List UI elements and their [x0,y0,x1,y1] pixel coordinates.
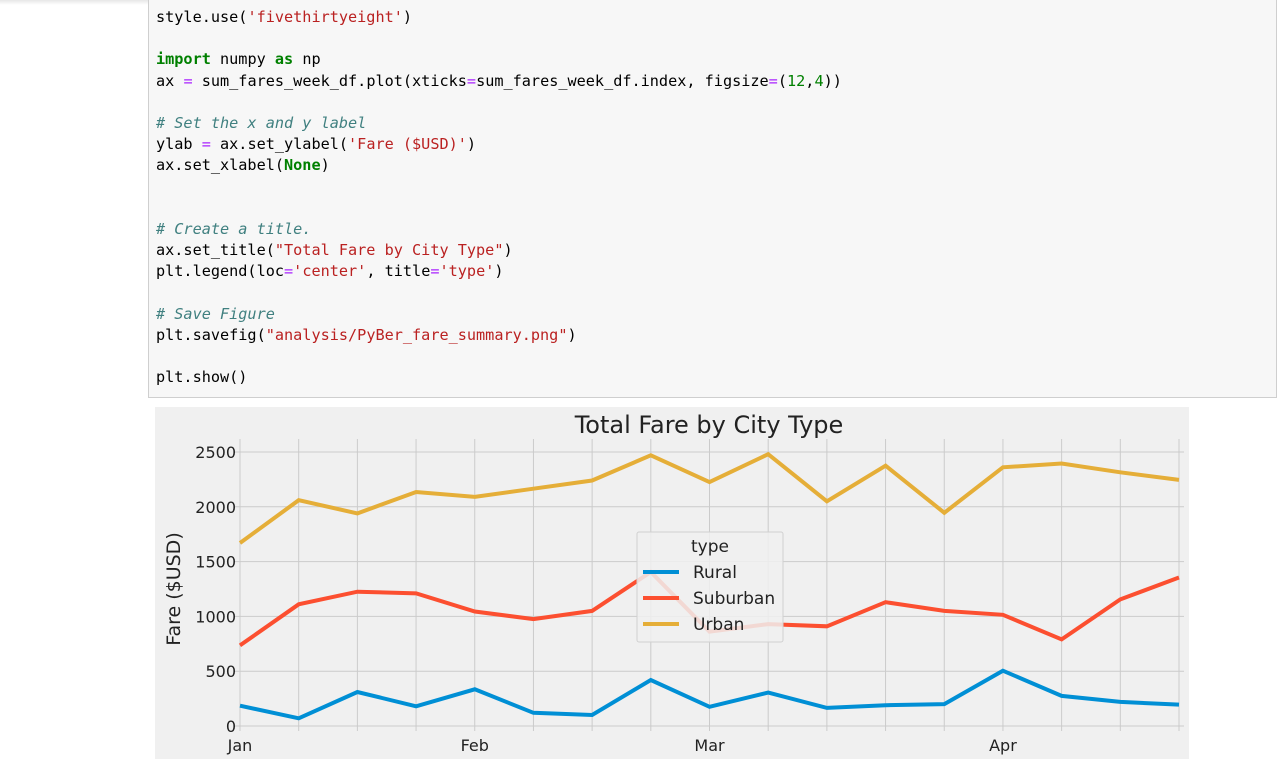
code-token: "analysis/PyBer_fare_summary.png" [265,325,568,344]
code-token: = [768,71,778,90]
code-line: plt.savefig("analysis/PyBer_fare_summary… [156,325,842,346]
code-token: 'center' [293,262,367,281]
code-token: ) [466,135,477,154]
code-token: "Total Fare by City Type" [274,241,504,260]
code-token: plt.legend(loc [156,262,285,281]
code-token: None [284,156,321,175]
code-line: plt.show() [156,367,842,388]
code-token: numpy [210,50,275,69]
code-token: ax.set_title( [156,241,275,260]
code-token: ) [503,241,513,260]
series-line-rural [239,668,1180,721]
x-tick-label: Mar [694,736,725,755]
code-token: = [284,262,294,281]
code-line: style.use('fivethirtyeight') [156,7,842,28]
code-token: 'type' [439,262,495,281]
code-line: # Create a title. [156,219,842,240]
legend-box [636,531,784,643]
code-token: ) [320,156,330,175]
code-token: import [156,50,211,69]
legend-label-urban: Urban [693,615,744,635]
code-token: plt.show() [156,368,248,387]
y-axis-label: Fare ($USD) [163,532,185,645]
code-line: ax = sum_fares_week_df.plot(xticks=sum_f… [156,71,842,92]
code-token: ) [494,262,504,281]
code-line [156,346,842,367]
y-tick-label: 0 [226,717,236,736]
code-token: # Set the x and y label [156,113,367,132]
grid-lines [235,439,1184,731]
code-token: = [183,71,193,90]
code-token: = [201,135,211,154]
fare-line-chart: 0 500 1000 1500 2000 2500 Jan Feb Mar Apr Total … [155,407,1189,759]
code-token: # Save Figure [156,304,275,323]
legend-title: type [691,537,729,557]
code-token: ) [567,325,577,344]
code-token: 4 [814,71,824,90]
code-token: )) [823,71,842,90]
code-line: ax.set_xlabel(None) [156,155,842,176]
code-token: ylab [156,135,202,154]
code-token: = [466,71,477,90]
chart-title: Total Fare by City Type [574,411,844,439]
legend-label-suburban: Suburban [693,589,775,609]
code-token: ax.set_xlabel( [156,156,285,175]
code-token: np [293,50,321,69]
code-token: 12 [786,71,806,90]
code-token: ax [156,71,184,90]
code-line [156,198,842,219]
code-token: plt.savefig( [156,325,266,344]
code-token: # Create a title. [156,219,312,238]
code-token: sum_fares_week_df.plot(xticks [192,71,467,90]
code-line [156,92,842,113]
code-token: ) [402,8,413,26]
code-line [156,177,842,198]
x-tick-label: Feb [461,736,489,755]
chart-legend: type Rural Suburban Urban [636,531,784,643]
y-tick-label: 1000 [195,607,236,626]
code-token: as [274,50,294,69]
code-line: ax.set_title("Total Fare by City Type") [156,240,842,261]
code-line: # Save Figure [156,304,842,325]
code-token: 'fivethirtyeight' [247,8,403,26]
x-tick-labels: Jan Feb Mar Apr [227,736,1018,755]
code-line: ylab = ax.set_ylabel('Fare ($USD)') [156,134,842,155]
code-token: sum_fares_week_df.index, figsize [476,71,769,90]
code-token: ax.set_ylabel( [210,135,349,154]
code-token: , title [366,262,431,281]
code-token: 'Fare ($USD)' [348,135,467,154]
code-token: , [805,71,815,90]
y-tick-label: 2000 [195,498,236,517]
code-token: = [430,262,440,281]
legend-label-rural: Rural [693,563,737,583]
code-cell-input[interactable]: style.use('fivethirtyeight') import numpy… [148,0,1277,398]
code-line [156,28,842,49]
x-tick-label: Apr [989,736,1017,755]
x-tick-label: Jan [227,736,253,755]
code-token: ( [777,71,787,90]
code-line: plt.legend(loc='center', title='type') [156,261,842,282]
code-line: # Set the x and y label [156,113,842,134]
y-tick-label: 2500 [195,443,236,462]
y-tick-label: 500 [205,662,236,681]
code-token: style.use( [156,8,248,26]
code-line: import numpy as np [156,49,842,70]
code-editor[interactable]: style.use('fivethirtyeight') import numpy… [156,7,842,388]
y-tick-label: 1500 [195,553,236,572]
series-line-urban [238,451,1180,545]
cell-output: 0 500 1000 1500 2000 2500 Jan Feb Mar Apr Total … [148,399,1277,759]
y-tick-labels: 0 500 1000 1500 2000 2500 [195,443,236,736]
code-line [156,282,842,303]
